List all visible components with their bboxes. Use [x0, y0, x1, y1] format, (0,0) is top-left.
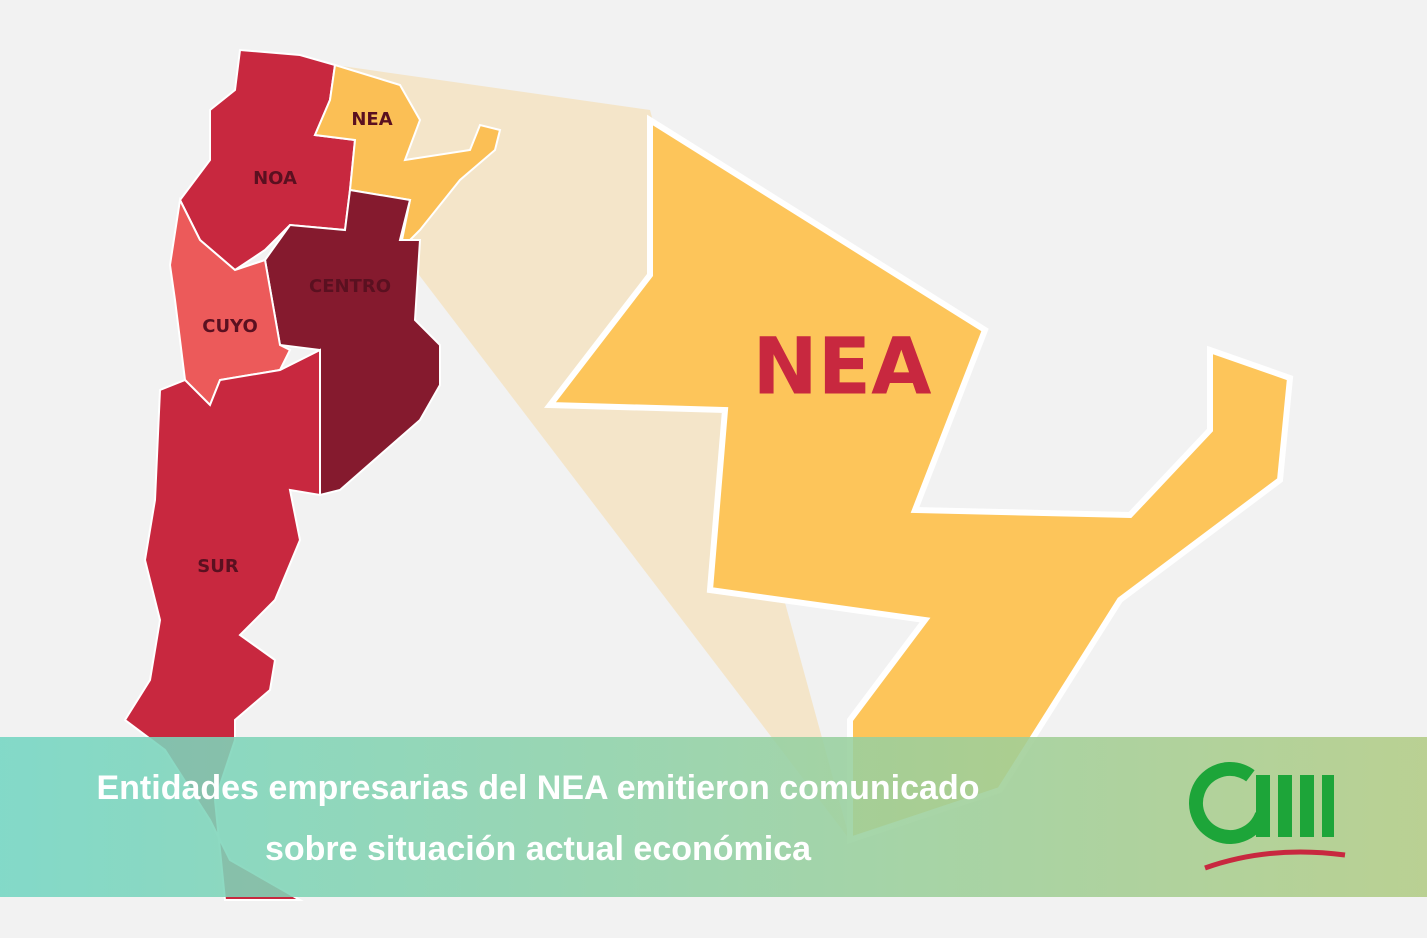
headline-banner — [0, 737, 1427, 897]
region-label: CENTRO — [309, 276, 391, 297]
region-centro — [263, 188, 441, 497]
region-nea — [313, 63, 502, 254]
headline-line: Entidades empresarias del NEA emitieron … — [96, 769, 979, 807]
region-label: NEA — [351, 109, 392, 130]
region-label: NOA — [253, 168, 297, 189]
headline-line: sobre situación actual económica — [265, 830, 812, 868]
nea-zoom — [544, 114, 1294, 845]
zoom-projection — [335, 65, 850, 840]
zoom-label: NEA — [753, 322, 932, 412]
region-label: SUR — [197, 556, 239, 577]
logo — [1189, 762, 1346, 871]
region-label: CUYO — [202, 316, 258, 337]
